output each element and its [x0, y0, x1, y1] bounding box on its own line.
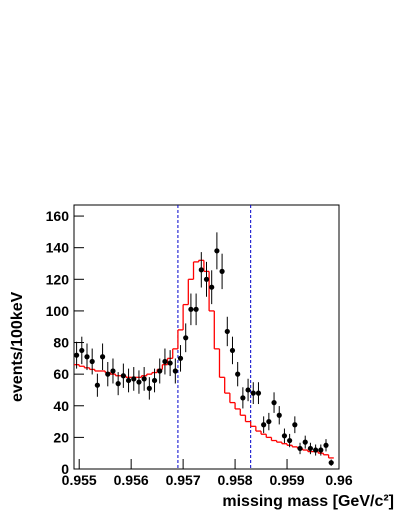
data-point: [271, 400, 277, 406]
data-point: [125, 377, 132, 384]
y-tick-label: 140: [46, 240, 70, 256]
data-point: [266, 418, 272, 425]
data-point: [229, 347, 236, 354]
data-point: [214, 248, 220, 254]
y-tick-label: 120: [46, 271, 70, 287]
y-tick-label: 60: [53, 366, 69, 382]
data-point: [141, 376, 147, 382]
y-tick-label: 0: [61, 461, 69, 477]
data-point: [281, 433, 288, 439]
x-tick-label: 0.956: [114, 472, 149, 488]
data-point: [188, 306, 194, 312]
data-point: [157, 368, 163, 374]
x-tick-label: 0.958: [218, 472, 253, 488]
x-tick-label: 0.959: [270, 472, 305, 488]
data-point: [198, 267, 204, 273]
data-point: [115, 381, 121, 387]
data-point: [313, 447, 319, 453]
data-point: [120, 373, 126, 379]
y-tick-label: 80: [53, 335, 69, 351]
data-point: [261, 422, 267, 428]
plot-frame: [73, 204, 340, 470]
data-point: [307, 445, 314, 452]
data-point: [105, 371, 111, 377]
data-point: [151, 377, 158, 384]
data-point: [84, 354, 90, 360]
data-point: [110, 368, 116, 374]
data-point: [203, 276, 210, 282]
data-point: [302, 439, 308, 445]
data-point: [146, 385, 152, 391]
data-point: [240, 395, 246, 401]
data-point: [235, 371, 241, 377]
data-point: [245, 387, 251, 393]
data-point: [250, 390, 256, 396]
data-point: [255, 390, 262, 396]
data-point: [323, 442, 329, 448]
y-tick-label: 160: [46, 208, 70, 224]
data-point: [162, 358, 168, 365]
data-point: [79, 347, 85, 354]
data-point: [209, 284, 215, 290]
data-point: [287, 437, 293, 444]
data-point: [73, 352, 80, 358]
data-point: [177, 355, 184, 361]
y-tick-label: 20: [53, 429, 69, 445]
data-point: [136, 379, 142, 385]
x-tick-label: 0.96: [325, 472, 352, 488]
x-tick-label: 0.957: [166, 472, 201, 488]
data-point: [276, 412, 282, 418]
data-point: [297, 445, 303, 452]
data-point: [99, 354, 106, 360]
data-point: [94, 382, 100, 388]
y-tick-label: 40: [53, 398, 69, 414]
data-point: [318, 447, 324, 453]
data-point: [131, 376, 137, 382]
x-tick-label: 0.955: [62, 472, 97, 488]
y-tick-label: 100: [46, 303, 70, 319]
data-point: [292, 422, 298, 428]
x-axis-title: missing mass [GeV/c²]: [222, 493, 394, 510]
data-point: [328, 460, 334, 466]
data-point: [172, 368, 178, 374]
data-point: [219, 268, 225, 274]
data-point: [89, 358, 95, 365]
data-point: [183, 335, 189, 341]
y-axis-title: events/100keV: [9, 291, 26, 402]
data-point: [167, 360, 173, 366]
data-point: [224, 328, 230, 335]
data-point: [193, 306, 199, 312]
